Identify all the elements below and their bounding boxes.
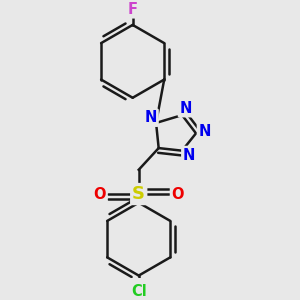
Text: O: O [93, 187, 106, 202]
Text: N: N [145, 110, 157, 125]
Text: Cl: Cl [131, 284, 147, 299]
Text: F: F [128, 2, 138, 17]
Text: N: N [199, 124, 211, 139]
Text: O: O [172, 187, 184, 202]
Text: N: N [183, 148, 195, 163]
Text: S: S [132, 185, 145, 203]
Text: N: N [179, 101, 192, 116]
